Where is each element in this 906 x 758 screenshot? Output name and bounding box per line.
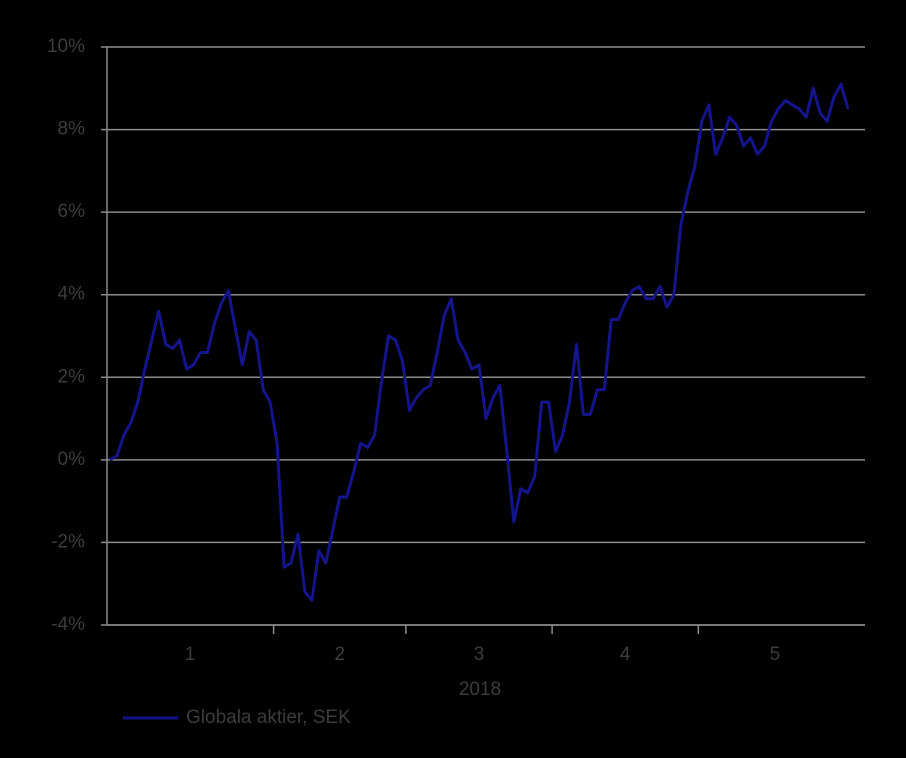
y-tick-label: -4%: [51, 614, 85, 635]
y-tick-label: 4%: [58, 284, 86, 305]
legend-label: Globala aktier, SEK: [186, 707, 351, 728]
x-group-label: 2: [334, 644, 345, 665]
y-tick-label: 6%: [58, 201, 86, 222]
line-series: [109, 82, 850, 602]
x-group-label: 5: [770, 644, 781, 665]
y-tick-label: 8%: [58, 119, 86, 140]
y-tick-label: 0%: [58, 449, 86, 470]
y-tick-label: -2%: [51, 531, 85, 552]
y-tick-label: 10%: [47, 36, 85, 57]
x-group-label: 1: [185, 644, 196, 665]
x-group-label: 3: [474, 644, 485, 665]
x-group-label: 4: [620, 644, 631, 665]
x-axis-label: 2018: [459, 679, 501, 700]
y-tick-label: 2%: [58, 366, 86, 387]
